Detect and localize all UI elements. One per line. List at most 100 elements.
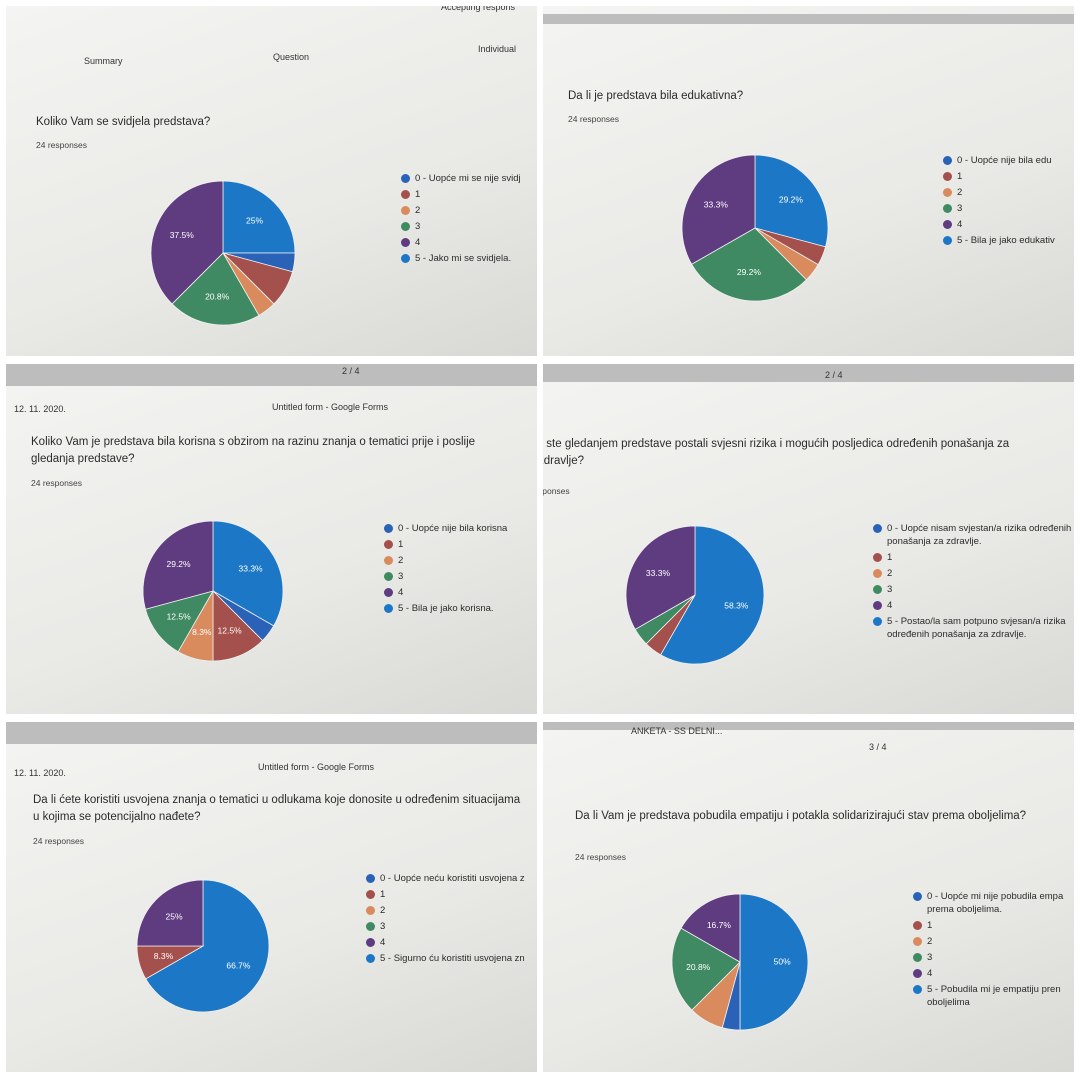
legend-swatch — [366, 890, 375, 899]
legend-label: 1 — [415, 189, 421, 200]
slice-label: 12.5% — [167, 612, 192, 622]
legend-swatch — [401, 206, 410, 215]
toolbar — [543, 14, 1074, 24]
toolbar — [543, 364, 1074, 382]
legend-swatch — [873, 585, 882, 594]
pie-slice — [680, 893, 741, 963]
legend-swatch — [384, 524, 393, 533]
pie-slice — [691, 227, 807, 302]
legend-label: 5 - Bila je jako edukativ — [957, 235, 1055, 246]
pie-slice — [136, 879, 204, 947]
legend-swatch — [873, 617, 882, 626]
legend-label: 1 — [380, 889, 386, 900]
legend-label: 0 - Uopće nisam svjestan/a rizika određe… — [887, 523, 1072, 547]
screenshot-panel: Da li je predstava bila edukativna? 24 re… — [543, 6, 1074, 356]
legend-swatch — [366, 954, 375, 963]
screenshot-panel: 2 / 4 li ste gledanjem predstave postali … — [543, 364, 1074, 714]
legend-swatch — [943, 188, 952, 197]
header-text: Accepting respons — [441, 6, 516, 12]
question-title: Da li Vam je predstava pobudila empatiju… — [575, 810, 1027, 822]
legend-label: 2 — [887, 568, 893, 579]
slice-label: 33.3% — [704, 200, 729, 210]
legend-swatch — [401, 238, 410, 247]
slice-label: 20.8% — [205, 292, 230, 302]
legend-label: 2 — [415, 205, 421, 216]
legend-label: 2 — [957, 187, 963, 198]
question-title: li ste gledanjem predstave postali svjes… — [543, 438, 1010, 467]
legend-label: 4 — [887, 600, 893, 611]
legend-swatch — [913, 892, 922, 901]
legend-label: 3 — [887, 584, 893, 595]
legend-swatch — [873, 569, 882, 578]
legend-swatch — [366, 906, 375, 915]
pie-slice — [625, 525, 696, 630]
pie-chart: 25% 20.8% 37.5% — [150, 180, 296, 326]
screenshot-panel: 12. 11. 2020. Untitled form - Google Form… — [6, 364, 537, 714]
pie-slice — [171, 252, 260, 326]
slice-label: 58.3% — [724, 600, 749, 610]
legend-label: 4 — [927, 968, 933, 979]
slice-label: 50% — [774, 956, 791, 966]
pie-chart: 50% 20.8% 16.7% — [671, 893, 809, 1031]
header-text: Untitled form - Google Forms — [272, 402, 389, 412]
legend-label: 3 — [380, 921, 386, 932]
pie-slice — [754, 154, 829, 248]
legend-swatch — [366, 938, 375, 947]
slice-label: 29.2% — [166, 559, 191, 569]
legend-label: 3 — [415, 221, 421, 232]
legend-swatch — [943, 236, 952, 245]
legend-label: 3 — [927, 952, 933, 963]
legend-swatch — [943, 204, 952, 213]
legend-label: 0 - Uopće nije bila edu — [957, 155, 1052, 166]
pie-slice — [222, 180, 296, 254]
legend-swatch — [384, 604, 393, 613]
toolbar — [543, 722, 1074, 730]
legend-label: 5 - Jako mi se svidjela. — [415, 253, 512, 264]
response-count: 24 responses — [36, 140, 88, 150]
header-text: ANKETA - SS DELNI... — [631, 726, 723, 736]
legend-swatch — [873, 553, 882, 562]
legend-label: 1 — [927, 920, 933, 931]
legend-swatch — [943, 172, 952, 181]
legend-swatch — [943, 156, 952, 165]
header-text: Question — [273, 52, 310, 62]
question-title: Da li je predstava bila edukativna? — [568, 90, 744, 102]
legend-label: 2 — [380, 905, 386, 916]
legend-label: 4 — [415, 237, 421, 248]
legend-swatch — [401, 174, 410, 183]
legend-label: 0 - Uopće mi se nije svidj — [415, 173, 521, 184]
legend-swatch — [384, 588, 393, 597]
pie-slice — [145, 879, 270, 1013]
legend-label: 1 — [398, 539, 404, 550]
slice-label: 16.7% — [707, 920, 732, 930]
pie-slice — [739, 893, 809, 1031]
question-title: Da li ćete koristiti usvojena znanja o t… — [33, 794, 521, 823]
pie-slice — [150, 180, 224, 305]
legend-swatch — [913, 937, 922, 946]
screenshot-panel: 12. 11. 2020. Untitled form - Google Form… — [6, 722, 537, 1072]
slice-label: 29.2% — [737, 267, 762, 277]
header-text: Untitled form - Google Forms — [258, 762, 375, 772]
slice-label: 37.5% — [170, 230, 195, 240]
response-count: 24 responses — [568, 114, 620, 124]
legend-label: 3 — [957, 203, 963, 214]
slice-label: 8.3% — [192, 627, 212, 637]
slice-label: 33.3% — [646, 568, 671, 578]
legend-swatch — [401, 190, 410, 199]
legend-swatch — [913, 985, 922, 994]
question-title: Koliko Vam se svidjela predstava? — [36, 116, 211, 128]
legend-swatch — [366, 874, 375, 883]
screenshot-panel: Accepting respons Summary Question Individu… — [6, 6, 537, 356]
slice-label: 25% — [166, 911, 183, 921]
legend-swatch — [384, 572, 393, 581]
legend-swatch — [873, 601, 882, 610]
header-text: Individual — [478, 44, 517, 54]
legend-swatch — [384, 556, 393, 565]
legend-label: 4 — [957, 219, 963, 230]
legend-label: 3 — [398, 571, 404, 582]
legend-label: 5 - Postao/la sam potpuno svjesan/a rizi… — [887, 616, 1066, 640]
legend-swatch — [913, 921, 922, 930]
legend-label: 1 — [887, 552, 893, 563]
legend-label: 1 — [957, 171, 963, 182]
legend-label: 2 — [398, 555, 404, 566]
